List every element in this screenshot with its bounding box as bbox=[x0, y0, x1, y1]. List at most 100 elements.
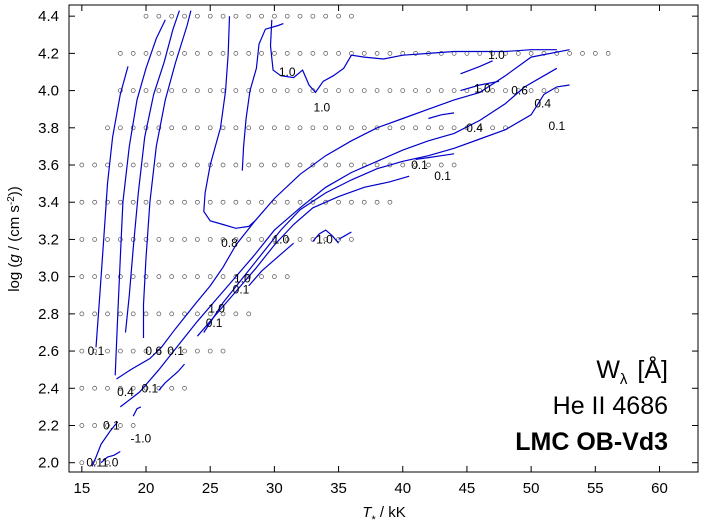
y-axis-ticks: 2.0 2.2 2.4 2.6 2.8 3.0 3.2 3.4 3.6 3.8 4.0 4.2 4.4 bbox=[38, 8, 698, 472]
grid-point bbox=[130, 348, 136, 354]
annotation-grid-name: LMC OB-Vd3 bbox=[515, 428, 668, 456]
grid-point bbox=[130, 423, 136, 428]
grid-point bbox=[143, 348, 149, 354]
grid-point bbox=[117, 311, 123, 317]
grid-point bbox=[323, 88, 329, 93]
grid-point bbox=[117, 237, 123, 242]
grid-point bbox=[207, 348, 213, 354]
contour-lines bbox=[91, 10, 570, 467]
grid-point bbox=[323, 125, 329, 131]
grid-point bbox=[490, 88, 495, 93]
grid-point bbox=[233, 199, 239, 205]
y-tick-label: 2.4 bbox=[38, 380, 59, 397]
grid-point bbox=[336, 88, 341, 93]
grid-point bbox=[79, 162, 85, 168]
grid-point bbox=[182, 237, 187, 242]
y-axis-label: log (g / (cm s-2)) bbox=[6, 186, 24, 292]
grid-point bbox=[541, 88, 547, 93]
grid-point bbox=[272, 125, 277, 131]
grid-point bbox=[336, 51, 341, 56]
grid-point bbox=[79, 348, 85, 354]
contour-line bbox=[100, 450, 121, 464]
grid-point bbox=[92, 274, 98, 279]
grid-point bbox=[374, 51, 380, 56]
grid-point bbox=[117, 51, 123, 56]
grid-point bbox=[554, 88, 560, 93]
grid-point bbox=[259, 274, 264, 279]
grid-point bbox=[310, 13, 316, 19]
grid-point bbox=[195, 311, 200, 317]
contour-line bbox=[142, 10, 192, 338]
grid-point bbox=[259, 199, 264, 205]
grid-point bbox=[413, 125, 418, 131]
grid-point bbox=[143, 13, 149, 19]
grid-point bbox=[400, 88, 406, 93]
grid-point bbox=[297, 237, 303, 242]
grid-point bbox=[220, 51, 226, 56]
contour-label: 0.4 bbox=[534, 97, 551, 111]
x-tick-label: 45 bbox=[459, 480, 476, 497]
contour-label: 1.0 bbox=[474, 82, 491, 96]
grid-point bbox=[79, 460, 85, 466]
grid-point bbox=[246, 13, 252, 19]
grid-point bbox=[143, 88, 149, 93]
grid-point bbox=[426, 162, 431, 168]
grid-point bbox=[182, 348, 187, 354]
contour-line bbox=[428, 112, 455, 120]
grid-point bbox=[105, 311, 110, 317]
grid-point bbox=[79, 385, 85, 391]
grid-point bbox=[143, 311, 149, 317]
contour-label: 1.0 bbox=[488, 48, 505, 62]
grid-point bbox=[284, 199, 290, 205]
grid-point bbox=[117, 385, 123, 391]
grid-point bbox=[233, 237, 239, 242]
grid-point bbox=[207, 88, 213, 93]
grid-point bbox=[272, 162, 277, 168]
grid-point bbox=[182, 162, 187, 168]
grid-point bbox=[220, 311, 226, 317]
y-tick-label: 4.0 bbox=[38, 83, 59, 100]
grid-point bbox=[92, 162, 98, 168]
grid-point bbox=[284, 51, 290, 56]
grid-point bbox=[79, 274, 85, 279]
grid-point bbox=[156, 13, 162, 19]
contour-labels: 1.0 1.0 1.0 1.0 0.6 0.4 0.4 0.1 0.1 0.1 0.8 1.0 1.0 1… bbox=[86, 48, 565, 469]
grid-point bbox=[451, 88, 457, 93]
grid-point bbox=[451, 125, 457, 131]
grid-point bbox=[259, 88, 264, 93]
grid-point bbox=[79, 423, 85, 428]
x-axis-ticks: 15 20 25 30 35 40 45 50 55 60 bbox=[73, 5, 668, 497]
grid-point bbox=[374, 199, 380, 205]
grid-point bbox=[592, 51, 598, 56]
grid-point bbox=[105, 237, 110, 242]
grid-point bbox=[374, 162, 380, 168]
grid-point bbox=[336, 13, 341, 19]
y-tick-label: 3.4 bbox=[38, 194, 59, 211]
grid-point bbox=[272, 274, 277, 279]
grid-point bbox=[117, 162, 123, 168]
grid-point bbox=[246, 162, 252, 168]
grid-point bbox=[182, 88, 187, 93]
grid-point bbox=[361, 199, 367, 205]
grid-point bbox=[323, 162, 329, 168]
grid-point bbox=[220, 274, 226, 279]
grid-point bbox=[515, 51, 521, 56]
grid-point bbox=[92, 385, 98, 391]
grid-point bbox=[117, 423, 123, 428]
grid-point bbox=[310, 51, 316, 56]
grid-point bbox=[259, 237, 264, 242]
grid-point bbox=[233, 274, 239, 279]
grid-point bbox=[169, 199, 175, 205]
grid-point bbox=[207, 274, 213, 279]
grid-point bbox=[272, 199, 277, 205]
grid-point bbox=[207, 51, 213, 56]
grid-point bbox=[336, 237, 341, 242]
grid-point bbox=[349, 162, 354, 168]
grid-point bbox=[605, 51, 611, 56]
y-tick-label: 3.6 bbox=[38, 157, 59, 174]
grid-point bbox=[246, 199, 252, 205]
grid-point bbox=[554, 51, 560, 56]
grid-point bbox=[207, 125, 213, 131]
grid-point bbox=[374, 125, 380, 131]
